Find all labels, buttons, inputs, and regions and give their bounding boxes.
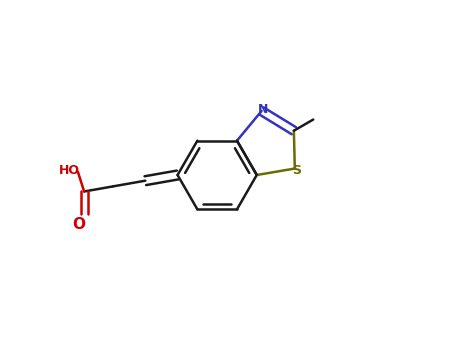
Text: S: S xyxy=(292,164,301,177)
Text: HO: HO xyxy=(59,163,80,176)
Text: N: N xyxy=(258,103,268,116)
Text: O: O xyxy=(72,217,86,232)
